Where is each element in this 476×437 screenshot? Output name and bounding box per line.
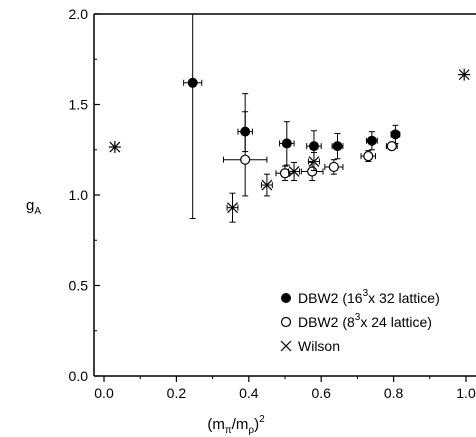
data-point-filled-circle bbox=[308, 141, 319, 152]
legend-marker-filled-circle bbox=[281, 293, 291, 303]
x-marker-stroke bbox=[288, 166, 300, 177]
x-axis-title-mid: /m bbox=[232, 416, 249, 433]
x-tick-label: 0.4 bbox=[239, 385, 259, 401]
x-tick-label: 1.0 bbox=[456, 385, 476, 401]
data-point-filled-circle bbox=[332, 141, 343, 152]
x-tick-label: 0.0 bbox=[94, 385, 114, 401]
data-point-asterisk bbox=[108, 141, 121, 154]
data-marks bbox=[108, 13, 471, 223]
x-axis-title: (mπ/mρ)2 bbox=[207, 414, 265, 436]
x-axis-title-base: (m bbox=[207, 416, 225, 433]
x-axis-title-sub1: π bbox=[225, 425, 232, 436]
data-point-filled-circle bbox=[281, 138, 292, 149]
y-axis-title-base: g bbox=[26, 197, 34, 214]
x-axis-title-sup: 2 bbox=[259, 414, 265, 425]
legend-marker-x bbox=[280, 340, 292, 352]
x-marker-stroke bbox=[308, 156, 320, 167]
data-point-open-circle bbox=[240, 154, 251, 165]
y-tick-label: 1.0 bbox=[69, 187, 89, 203]
series-open-circle bbox=[222, 93, 398, 197]
legend-label-dbw2-8-b: x 24 lattice) bbox=[360, 314, 432, 330]
legend: DBW2 (163x 32 lattice) DBW2 (83x 24 latt… bbox=[280, 288, 440, 354]
legend-marker-open-circle bbox=[280, 316, 292, 328]
x-axis-title-sub2: ρ bbox=[248, 425, 254, 436]
data-point-open-circle bbox=[307, 166, 318, 177]
x-tick-label: 0.6 bbox=[311, 385, 331, 401]
y-tick-label: 0.0 bbox=[69, 368, 89, 384]
legend-label-wilson-a: Wilson bbox=[298, 338, 340, 354]
y-tick-label: 0.5 bbox=[69, 278, 89, 294]
data-point-open-circle bbox=[279, 168, 291, 179]
series-filled-circle bbox=[183, 13, 401, 220]
data-point-x bbox=[261, 179, 273, 191]
legend-label-dbw2-8-sup: 3 bbox=[355, 312, 361, 323]
y-axis-title-sub: A bbox=[34, 206, 41, 217]
x-tick-label: 0.2 bbox=[167, 385, 187, 401]
x-marker-stroke bbox=[261, 179, 273, 191]
legend-label-dbw2-8: DBW2 (83x 24 lattice) bbox=[298, 312, 432, 330]
legend-label-dbw2-16-sup: 3 bbox=[363, 288, 369, 299]
x-tick-label: 0.8 bbox=[384, 385, 404, 401]
data-point-open-circle bbox=[363, 150, 374, 162]
axes: 0.0 0.5 1.0 1.5 2.0 0.0 0.2 0.4 0.6 0.8 1.0 bbox=[69, 6, 476, 401]
x-marker-stroke bbox=[227, 202, 238, 214]
data-point-x bbox=[227, 202, 238, 214]
series-x bbox=[226, 151, 320, 223]
legend-label-wilson: Wilson bbox=[298, 338, 340, 354]
data-point-open-circle bbox=[386, 141, 397, 152]
legend-label-dbw2-16-b: x 32 lattice) bbox=[368, 290, 440, 306]
legend-label-dbw2-8-a: DBW2 (8 bbox=[298, 314, 355, 330]
data-point-open-circle bbox=[328, 161, 339, 173]
data-point-x bbox=[308, 156, 320, 167]
data-point-filled-circle bbox=[366, 135, 377, 146]
y-tick-label: 1.5 bbox=[69, 97, 89, 113]
data-point-asterisk bbox=[458, 68, 471, 81]
data-point-filled-circle bbox=[187, 77, 198, 88]
data-point-x bbox=[288, 166, 300, 177]
x-axis-title-end: ) bbox=[254, 416, 259, 433]
legend-label-dbw2-16: DBW2 (163x 32 lattice) bbox=[298, 288, 440, 306]
y-axis-title: gA bbox=[26, 197, 41, 217]
series-asterisk bbox=[108, 68, 471, 154]
data-point-filled-circle bbox=[390, 129, 401, 140]
legend-label-dbw2-16-a: DBW2 (16 bbox=[298, 290, 363, 306]
y-tick-label: 2.0 bbox=[69, 6, 89, 22]
